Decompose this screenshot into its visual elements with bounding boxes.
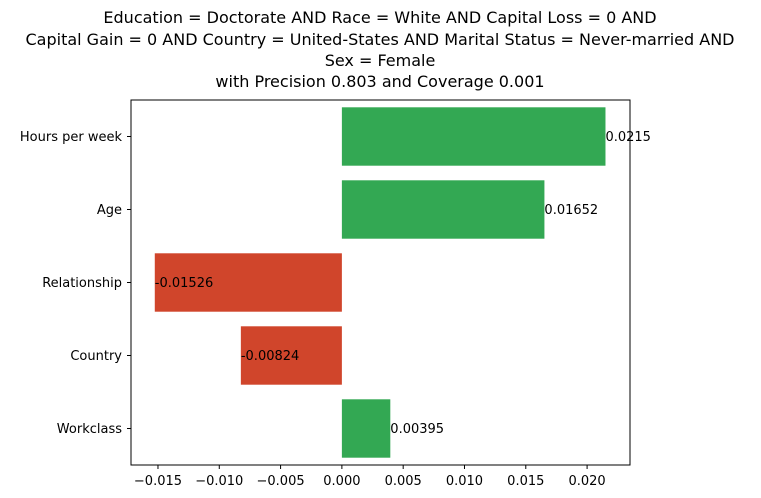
bar-value-label: 0.01652 (544, 203, 598, 218)
chart-title-line: Sex = Female (325, 51, 436, 70)
bar (341, 107, 606, 166)
bar (154, 253, 342, 312)
bar (341, 399, 391, 458)
x-tick-label: 0.015 (507, 474, 544, 489)
bar-value-label: -0.01526 (155, 276, 213, 291)
x-tick-label: 0.020 (568, 474, 605, 489)
bar (341, 180, 545, 239)
x-tick-label: 0.000 (323, 474, 360, 489)
x-tick-label: −0.005 (257, 474, 305, 489)
chart-title-line: Capital Gain = 0 AND Country = United-St… (25, 30, 734, 49)
y-tick-label: Age (97, 203, 122, 218)
x-tick-label: −0.010 (195, 474, 243, 489)
data-labels: 0.0215 0.01652 -0.01526 -0.00824 0.00395 (155, 130, 651, 437)
y-tick-label: Relationship (42, 276, 122, 291)
bar-value-label: -0.00824 (241, 349, 299, 364)
chart-title-line: with Precision 0.803 and Coverage 0.001 (215, 72, 544, 91)
x-tick-label: 0.005 (385, 474, 422, 489)
y-axis: Hours per week Age Relationship Country Work… (20, 130, 131, 437)
y-tick-label: Country (70, 349, 122, 364)
chart-title: Education = Doctorate AND Race = White A… (25, 8, 734, 91)
bar-value-label: 0.0215 (605, 130, 651, 145)
bar-value-label: 0.00395 (390, 422, 444, 437)
y-tick-label: Workclass (57, 422, 122, 437)
x-axis: −0.015 −0.010 −0.005 0.000 0.005 0.010 0.015 0.… (134, 465, 606, 489)
bars (154, 107, 606, 458)
y-tick-label: Hours per week (20, 130, 123, 145)
x-tick-label: −0.015 (134, 474, 182, 489)
chart-title-line: Education = Doctorate AND Race = White A… (103, 8, 656, 27)
bar (240, 326, 342, 385)
x-tick-label: 0.010 (446, 474, 483, 489)
